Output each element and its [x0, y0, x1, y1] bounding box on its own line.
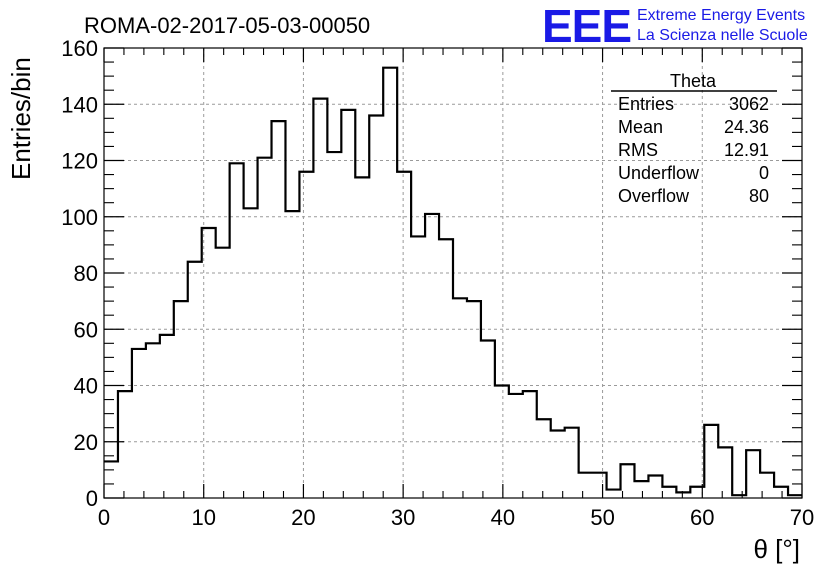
histogram-bin	[132, 349, 146, 498]
histogram-bin	[313, 99, 327, 498]
histogram-bin	[299, 172, 313, 498]
histogram-bin	[565, 428, 579, 498]
x-axis-title: θ [°]	[753, 534, 800, 564]
x-tick-label: 0	[98, 505, 110, 530]
histogram-bin	[174, 301, 188, 498]
histogram-bin	[425, 214, 439, 498]
stats-value: 3062	[729, 94, 769, 114]
histogram-bin	[411, 236, 425, 498]
stats-label: Entries	[618, 94, 674, 114]
histogram-bin	[704, 425, 718, 498]
tick-labels: 0 10 20 30 40 50 60 70 0 20 40 60 80 100 120 140 160	[61, 36, 814, 530]
x-tick-label: 40	[491, 505, 515, 530]
y-tick-label: 60	[74, 317, 98, 342]
plot-frame	[103, 47, 803, 499]
histogram-bin	[188, 262, 202, 498]
histogram-bin	[439, 239, 453, 498]
histogram-bin	[467, 301, 481, 498]
stats-value: 24.36	[724, 117, 769, 137]
logo-line1: Extreme Energy Events	[637, 7, 805, 24]
stats-name: Theta	[670, 71, 717, 91]
histogram-bin	[551, 431, 565, 499]
histogram-line	[104, 66, 802, 497]
histogram-bin	[481, 341, 495, 499]
histogram-bin	[327, 152, 341, 498]
stats-label: Underflow	[618, 163, 700, 183]
histogram-bin	[509, 394, 523, 498]
histogram-bin	[495, 386, 509, 499]
histogram-bin	[718, 447, 732, 498]
histogram-bin	[523, 391, 537, 498]
histogram-bin	[634, 481, 648, 498]
histogram-bin	[648, 476, 662, 499]
stats-value: 80	[749, 186, 769, 206]
y-tick-label: 160	[61, 36, 98, 61]
histogram-bin	[383, 68, 397, 498]
x-tick-label: 20	[291, 505, 315, 530]
histogram-bin	[258, 158, 272, 498]
histogram-bin	[662, 487, 676, 498]
stats-rows: Entries 3062 Mean 24.36 RMS 12.91 Underflow 0 Ov…	[618, 94, 769, 206]
stats-label: RMS	[618, 140, 658, 160]
histogram-bin	[285, 211, 299, 498]
histogram-bin	[146, 343, 160, 498]
histogram-bin	[690, 487, 704, 498]
logo-line2: La Scienza nelle Scuole	[637, 27, 808, 44]
histogram-bin	[230, 163, 244, 498]
stats-label: Mean	[618, 117, 663, 137]
x-tick-label: 60	[690, 505, 714, 530]
y-tick-label: 20	[74, 430, 98, 455]
y-tick-label: 80	[74, 261, 98, 286]
y-tick-label: 140	[61, 92, 98, 117]
logo-mark: EEE	[542, 0, 631, 52]
histogram-bin	[621, 464, 635, 498]
histogram-bin	[453, 298, 467, 498]
stats-value: 12.91	[724, 140, 769, 160]
y-tick-label: 40	[74, 374, 98, 399]
x-tick-label: 50	[590, 505, 614, 530]
histogram-bin	[202, 228, 216, 498]
y-tick-label: 0	[86, 486, 98, 511]
histogram-bin	[355, 177, 369, 498]
histogram-bin	[397, 172, 411, 498]
x-tick-label: 70	[790, 505, 814, 530]
x-tick-label: 10	[191, 505, 215, 530]
y-tick-label: 100	[61, 205, 98, 230]
histogram-bin	[160, 335, 174, 498]
y-tick-label: 120	[61, 149, 98, 174]
histogram-bin	[579, 473, 593, 498]
histogram-bin	[104, 461, 118, 498]
eee-logo: EEE Extreme Energy Events La Scienza nel…	[542, 0, 808, 52]
histogram-bin	[774, 487, 788, 498]
chart-title: ROMA-02-2017-05-03-00050	[84, 13, 370, 38]
stats-box: Theta Entries 3062 Mean 24.36 RMS 12.91 Underf…	[611, 71, 777, 206]
histogram-bin	[244, 208, 258, 498]
x-tick-label: 30	[391, 505, 415, 530]
histogram-bin	[537, 419, 551, 498]
histogram-bin	[607, 490, 621, 498]
histogram-bin	[746, 450, 760, 498]
y-axis-title: Entries/bin	[6, 57, 36, 180]
stats-value: 0	[759, 163, 769, 183]
histogram-bin	[118, 391, 132, 498]
histogram-bin	[272, 121, 286, 498]
histogram-bin	[593, 473, 607, 498]
histogram-bin	[216, 248, 230, 498]
histogram-bin	[760, 473, 774, 498]
histogram-bin	[341, 110, 355, 498]
stats-label: Overflow	[618, 186, 690, 206]
histogram-bin	[369, 116, 383, 499]
